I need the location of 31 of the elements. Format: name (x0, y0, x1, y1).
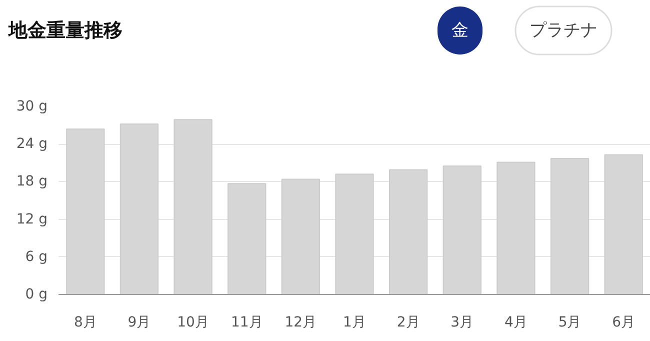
x-tick-label: 1月 (343, 314, 366, 330)
bar (174, 119, 212, 294)
bar (442, 166, 482, 294)
bar (120, 124, 159, 294)
bar (228, 183, 266, 294)
text: 金 (452, 20, 468, 40)
x-tick-label: 5月 (558, 314, 582, 330)
y-tick-label: 18 g (16, 174, 48, 190)
x-tick-label: 3月 (450, 314, 474, 330)
bar (550, 158, 590, 294)
x-tick-label: 12月 (284, 314, 317, 330)
x-tick-label: 4月 (504, 314, 528, 330)
bar (281, 178, 320, 294)
bar (388, 169, 428, 294)
bar (496, 162, 536, 294)
y-tick-label: 12 g (16, 211, 48, 228)
y-tick-label: 30 g (16, 98, 48, 114)
bar (66, 128, 105, 294)
x-tick-label: 10月 (177, 314, 209, 330)
y-tick-label: 0 g (25, 286, 48, 302)
x-tick-label: 11月 (230, 314, 263, 330)
bar (604, 154, 643, 294)
y-tick-label: 24 g (16, 136, 48, 152)
text: プラチナ (530, 20, 598, 40)
chart-title: 地金重量推移 (8, 20, 122, 42)
bar (335, 174, 374, 294)
x-tick-label: 6月 (612, 314, 636, 330)
x-tick-label: 9月 (128, 314, 151, 330)
x-tick-label: 8月 (74, 314, 97, 330)
x-tick-label: 2月 (396, 314, 420, 330)
y-tick-label: 6 g (25, 248, 48, 265)
